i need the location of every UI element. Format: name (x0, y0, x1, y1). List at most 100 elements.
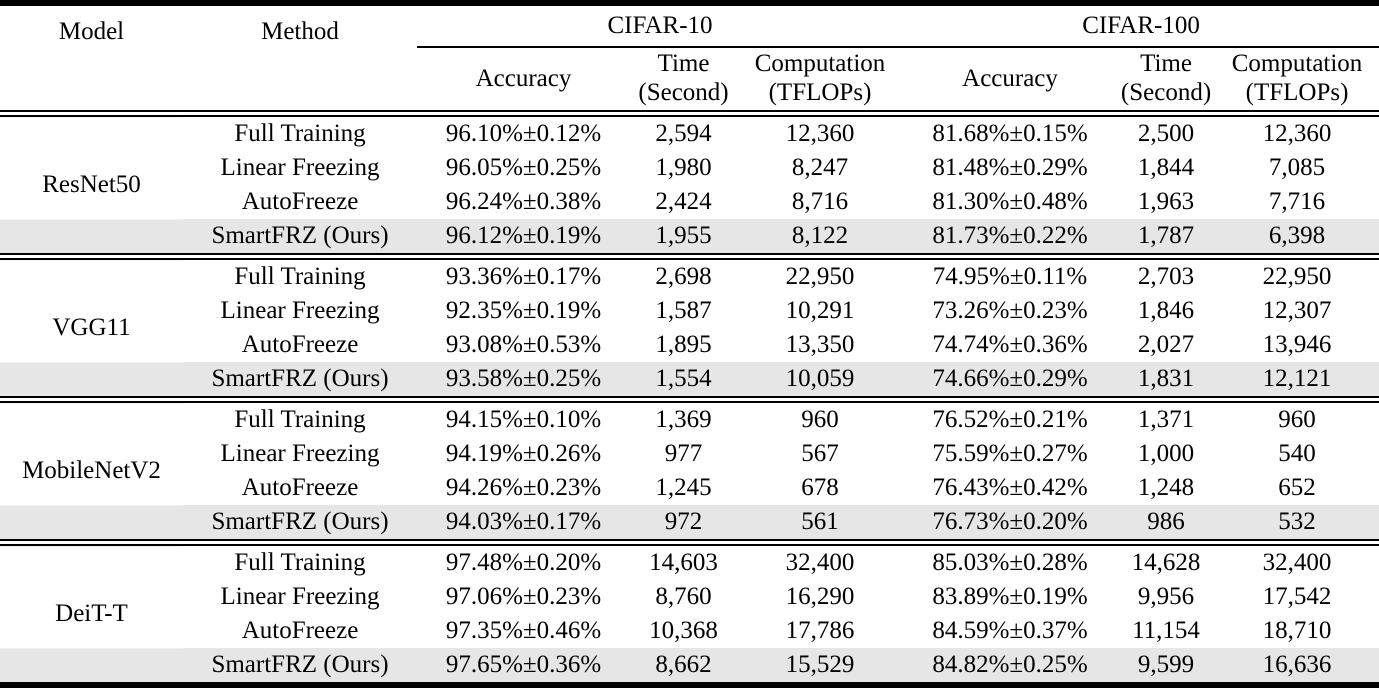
column-group-cifar10: CIFAR-10 (417, 3, 904, 48)
model-block-resnet50: ResNet50 Full Training 96.10%±0.12% 2,59… (0, 113, 1379, 257)
cifar100-accuracy-cell: 85.03%±0.28% (932, 549, 1088, 576)
cifar100-computation-cell: 7,716 (1268, 188, 1326, 215)
method-cell: Linear Freezing (220, 583, 380, 610)
cifar100-time-cell: 1,371 (1137, 406, 1195, 433)
table-row: MobileNetV2 Full Training 94.15%±0.10% 1… (0, 399, 1379, 543)
cifar100-computation-cell: 16,636 (1215, 648, 1379, 685)
model-name-cell: VGG11 (0, 256, 183, 400)
cifar10-computation-cell: 17,786 (785, 617, 855, 644)
table-row: VGG11 Full Training 93.36%±0.17% 2,698 2… (0, 256, 1379, 400)
cifar100-time-cell: 9,956 (1137, 583, 1195, 610)
cifar10-computation-cell: 8,247 (791, 154, 849, 181)
cifar10-accuracy-cell: 97.35%±0.46% (445, 617, 602, 644)
model-block-mobilenetv2: MobileNetV2 Full Training 94.15%±0.10% 1… (0, 399, 1379, 543)
cifar100-time-cell: 1,831 (1117, 362, 1216, 400)
cifar10-accuracy-cell: 96.12%±0.19% (417, 219, 630, 257)
cifar100-accuracy-cell: 81.48%±0.29% (932, 154, 1088, 181)
column-header-computation-cifar100: Computation (TFLOPs) (1215, 47, 1379, 114)
cifar100-accuracy-cell: 76.73%±0.20% (903, 505, 1118, 543)
cifar10-time-cell: 8,662 (630, 648, 737, 685)
cifar100-time-cell: 1,248 (1137, 474, 1195, 501)
method-cell: Full Training (234, 406, 366, 433)
method-cell: AutoFreeze (241, 617, 359, 644)
cifar10-accuracy-cell: 94.03%±0.17% (417, 505, 630, 543)
cifar10-computation-cell: 22,950 (785, 263, 855, 290)
cifar10-accuracy-cell: 93.58%±0.25% (417, 362, 630, 400)
cifar100-accuracy-cell: 74.95%±0.11% (932, 263, 1088, 290)
column-header-time-cifar100: Time (Second) (1117, 47, 1215, 114)
cifar100-time-cell: 1,963 (1137, 188, 1195, 215)
table-header: Model Method CIFAR-10 CIFAR-100 Accuracy… (0, 3, 1379, 114)
time-header-line2: (Second) (638, 79, 729, 106)
cifar100-accuracy-cell: 73.26%±0.23% (932, 297, 1088, 324)
table-row-highlighted: SmartFRZ (Ours) 97.65%±0.36% 8,662 15,52… (0, 648, 1379, 685)
cifar10-computation-cell: 10,059 (737, 362, 904, 400)
table-row: AutoFreeze 93.08%±0.53% 1,895 13,350 74.… (0, 328, 1379, 362)
table-row-highlighted: SmartFRZ (Ours) 93.58%±0.25% 1,554 10,05… (0, 362, 1379, 400)
cifar100-computation-cell: 532 (1215, 505, 1379, 543)
model-name-cell: DeiT-T (0, 542, 183, 685)
table-row: AutoFreeze 97.35%±0.46% 10,368 17,786 84… (0, 614, 1379, 648)
computation-header-line1: Computation (1231, 50, 1363, 78)
table-row: Linear Freezing 94.19%±0.26% 977 567 75.… (0, 437, 1379, 471)
computation-header-line1: Computation (754, 50, 886, 78)
cifar10-accuracy-cell: 96.10%±0.12% (445, 120, 602, 147)
model-block-deit-t: DeiT-T Full Training 97.48%±0.20% 14,603… (0, 542, 1379, 685)
cifar10-time-cell: 10,368 (649, 617, 718, 644)
cifar10-computation-cell: 960 (801, 406, 839, 433)
cifar10-time-cell: 2,424 (655, 188, 712, 215)
table-row-highlighted: SmartFRZ (Ours) 94.03%±0.17% 972 561 76.… (0, 505, 1379, 543)
cifar10-computation-cell: 8,122 (737, 219, 904, 257)
cifar100-time-cell: 1,844 (1137, 154, 1195, 181)
cifar10-time-cell: 1,554 (630, 362, 737, 400)
cifar100-computation-cell: 12,360 (1262, 120, 1332, 147)
cifar100-computation-cell: 960 (1278, 406, 1316, 433)
cifar10-computation-cell: 16,290 (785, 583, 855, 610)
cifar100-time-cell: 14,628 (1131, 549, 1201, 576)
cifar10-computation-cell: 10,291 (785, 297, 855, 324)
table-row: AutoFreeze 96.24%±0.38% 2,424 8,716 81.3… (0, 185, 1379, 219)
cifar10-computation-cell: 678 (801, 474, 839, 501)
cifar100-time-cell: 986 (1117, 505, 1216, 543)
cifar10-time-cell: 1,955 (630, 219, 737, 257)
table-row: Linear Freezing 97.06%±0.23% 8,760 16,29… (0, 580, 1379, 614)
cifar10-accuracy-cell: 96.24%±0.38% (445, 188, 602, 215)
cifar100-computation-cell: 6,398 (1215, 219, 1379, 257)
cifar100-time-cell: 9,599 (1117, 648, 1216, 685)
cifar10-computation-cell: 13,350 (785, 331, 855, 358)
cifar10-time-cell: 1,587 (655, 297, 712, 324)
cifar10-time-cell: 1,245 (655, 474, 712, 501)
cifar10-time-cell: 1,980 (655, 154, 712, 181)
table-row-highlighted: SmartFRZ (Ours) 96.12%±0.19% 1,955 8,122… (0, 219, 1379, 257)
cifar10-accuracy-cell: 94.26%±0.23% (445, 474, 602, 501)
cifar100-computation-cell: 7,085 (1268, 154, 1326, 181)
cifar100-computation-cell: 540 (1278, 440, 1316, 467)
cifar10-time-cell: 2,594 (655, 120, 712, 147)
computation-header-line2: (TFLOPs) (768, 79, 872, 106)
table-row: Linear Freezing 92.35%±0.19% 1,587 10,29… (0, 294, 1379, 328)
cifar100-time-cell: 2,500 (1137, 120, 1195, 147)
cifar100-computation-cell: 22,950 (1262, 263, 1332, 290)
column-header-accuracy-cifar100: Accuracy (962, 64, 1058, 92)
cifar10-computation-cell: 15,529 (737, 648, 904, 685)
method-cell: Linear Freezing (220, 297, 380, 324)
cifar100-accuracy-cell: 81.30%±0.48% (932, 188, 1088, 215)
cifar10-time-cell: 1,369 (655, 406, 712, 433)
column-header-computation-cifar10: Computation (TFLOPs) (737, 47, 903, 114)
cifar10-accuracy-cell: 93.08%±0.53% (445, 331, 602, 358)
column-header-accuracy-cifar10: Accuracy (475, 64, 572, 92)
method-cell: SmartFRZ (Ours) (183, 219, 417, 257)
cifar100-computation-cell: 652 (1278, 474, 1316, 501)
cifar100-accuracy-cell: 84.82%±0.25% (903, 648, 1118, 685)
cifar10-time-cell: 8,760 (655, 583, 712, 610)
cifar100-computation-cell: 17,542 (1262, 583, 1332, 610)
cifar100-accuracy-cell: 74.66%±0.29% (903, 362, 1118, 400)
cifar10-accuracy-cell: 92.35%±0.19% (445, 297, 602, 324)
cifar10-time-cell: 1,895 (655, 331, 712, 358)
cifar10-computation-cell: 32,400 (785, 549, 855, 576)
cifar100-accuracy-cell: 83.89%±0.19% (932, 583, 1088, 610)
cifar100-time-cell: 1,846 (1137, 297, 1195, 324)
method-cell: Full Training (234, 263, 366, 290)
cifar100-computation-cell: 32,400 (1262, 549, 1332, 576)
cifar100-time-cell: 2,027 (1137, 331, 1195, 358)
